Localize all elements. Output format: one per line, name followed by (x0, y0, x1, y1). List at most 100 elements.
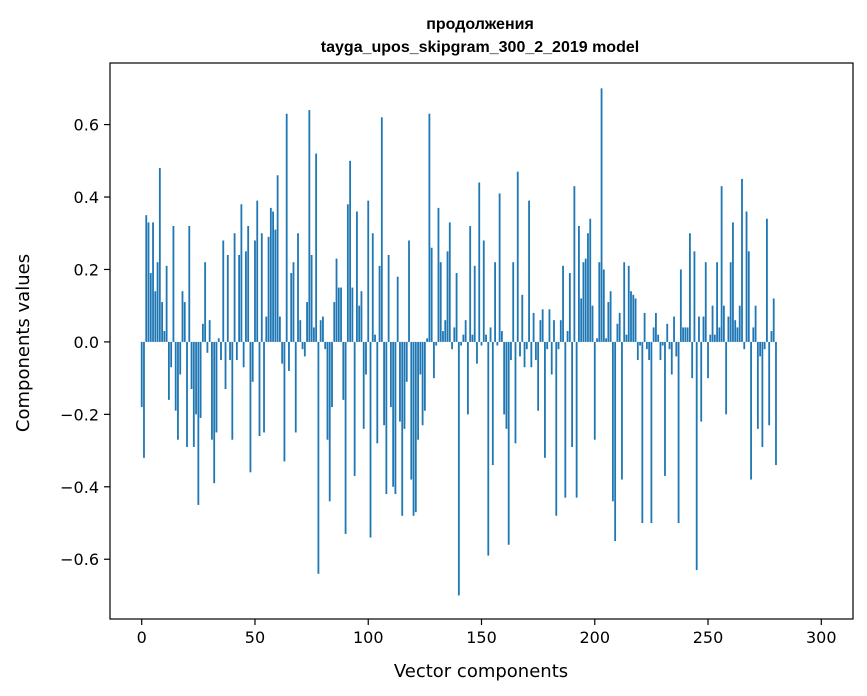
bar-83 (328, 341, 331, 502)
bar-73 (306, 302, 308, 342)
bar-89 (342, 341, 345, 400)
bar-119 (410, 341, 413, 480)
bar-21 (188, 226, 191, 342)
bar-252 (711, 305, 714, 342)
bar-254 (716, 262, 718, 342)
bar-86 (335, 258, 338, 342)
bar-264 (738, 305, 741, 342)
bars-group (140, 88, 777, 596)
bar-226 (652, 327, 655, 342)
bar-209 (614, 341, 617, 542)
bar-151 (482, 240, 485, 342)
bar-108 (385, 341, 388, 495)
bar-134 (444, 320, 447, 342)
bar-157 (496, 341, 499, 346)
bar-268 (747, 251, 750, 342)
bar-139 (455, 273, 458, 342)
bar-190 (571, 341, 574, 447)
bar-127 (428, 113, 431, 342)
bar-137 (451, 341, 453, 350)
bar-216 (630, 291, 632, 342)
bar-249 (704, 262, 707, 342)
bar-135 (446, 251, 449, 342)
bar-125 (423, 341, 426, 411)
bar-95 (356, 211, 358, 342)
bar-184 (557, 341, 560, 350)
bar-50 (254, 240, 256, 342)
bar-279 (772, 298, 775, 342)
bar-79 (319, 320, 322, 342)
bar-170 (525, 341, 528, 350)
bar-23 (192, 341, 195, 447)
bar-35 (220, 341, 222, 361)
bar-143 (464, 320, 467, 342)
bar-251 (709, 334, 712, 342)
bar-217 (632, 294, 635, 342)
bar-201 (596, 338, 598, 342)
bar-248 (702, 316, 705, 342)
bar-165 (514, 341, 517, 444)
bar-276 (766, 218, 768, 342)
bar-114 (399, 341, 401, 422)
bar-232 (666, 323, 669, 342)
bar-93 (351, 287, 354, 342)
bar-215 (627, 265, 630, 342)
bar-141 (460, 341, 463, 346)
bar-204 (602, 269, 605, 342)
bar-47 (247, 226, 250, 342)
bar-32 (213, 341, 216, 484)
bar-0 (140, 341, 143, 408)
bar-194 (580, 298, 583, 342)
bar-96 (358, 305, 361, 342)
bar-25 (197, 341, 200, 505)
bar-168 (521, 294, 524, 342)
bar-178 (544, 341, 546, 458)
bar-68 (294, 341, 297, 433)
bar-233 (668, 341, 671, 350)
bar-22 (190, 341, 193, 389)
ticks-group: 0 50 100 150 200 250 300 −0.6 −0.4 −0.2 0.0 0.2 0.4 0… (60, 116, 836, 647)
bar-256 (720, 186, 723, 342)
bar-243 (691, 341, 694, 379)
bar-212 (621, 341, 623, 480)
bar-64 (285, 113, 288, 342)
bar-278 (770, 331, 773, 342)
bar-164 (512, 262, 515, 342)
bar-140 (457, 341, 460, 596)
bar-82 (326, 341, 329, 440)
bar-193 (578, 226, 580, 342)
bar-78 (317, 341, 320, 574)
bar-191 (573, 186, 576, 342)
bar-185 (559, 320, 562, 342)
bar-227 (655, 312, 657, 342)
bar-33 (215, 341, 218, 433)
y-tick-label-3: 0.0 (74, 333, 99, 352)
bar-176 (539, 320, 542, 342)
bar-70 (299, 320, 302, 342)
bar-173 (532, 312, 535, 342)
bar-87 (337, 287, 340, 342)
x-tick-label-5: 250 (693, 628, 724, 647)
bar-146 (471, 334, 474, 342)
bar-60 (276, 175, 279, 342)
bar-208 (611, 341, 614, 502)
bar-44 (240, 204, 243, 342)
bar-197 (587, 233, 589, 342)
bar-236 (675, 341, 678, 357)
bar-103 (374, 334, 376, 342)
bar-156 (494, 262, 496, 342)
bar-240 (684, 327, 687, 342)
bar-121 (414, 341, 417, 513)
bar-110 (389, 341, 392, 408)
bar-177 (541, 309, 544, 342)
bar-235 (673, 316, 675, 342)
bar-250 (707, 341, 709, 379)
bar-192 (575, 341, 578, 498)
bar-8 (158, 168, 161, 342)
bar-81 (324, 341, 327, 350)
bar-132 (439, 262, 442, 342)
bar-94 (353, 341, 356, 476)
bar-261 (732, 222, 734, 342)
bar-269 (750, 341, 752, 480)
x-tick-label-1: 50 (245, 628, 265, 647)
